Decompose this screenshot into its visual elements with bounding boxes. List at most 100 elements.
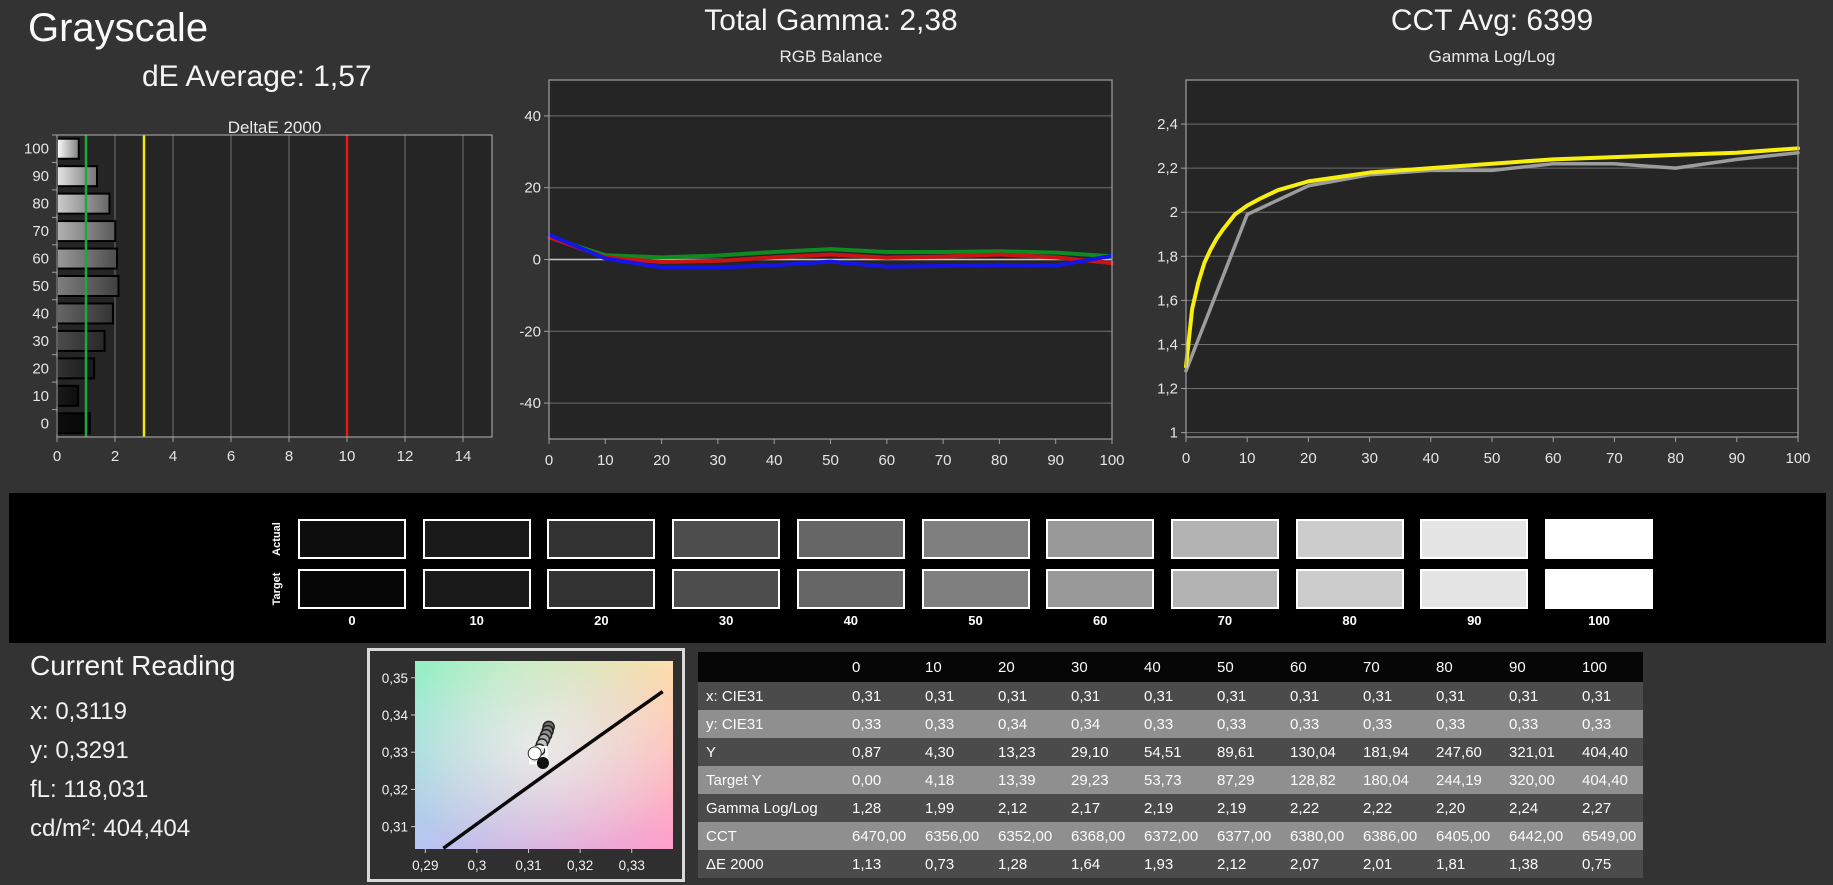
cie-y-tick-label-4: 0,31 <box>382 820 408 835</box>
table-cell: 6372,00 <box>1132 822 1205 850</box>
table-row: Target Y 0,00 4,18 13,39 29,23 53,73 87,29 128,… <box>698 766 1643 794</box>
swatch-actual-0 <box>298 519 406 559</box>
table-cell: 0,33 <box>1132 710 1205 738</box>
current-reading-title: Current Reading <box>30 650 236 681</box>
table-cell: 2,19 <box>1205 794 1278 822</box>
rgb-balance-line-chart: 40 20 0 -20 -40 0 10 20 30 40 50 60 70 80 90 100 <box>520 79 1125 469</box>
x-tick-label-100: 100 <box>1785 450 1810 467</box>
table-cell: 87,29 <box>1205 766 1278 794</box>
table-cell: 0,33 <box>913 710 986 738</box>
swatch-actual-20 <box>547 519 656 559</box>
table-cell: 54,51 <box>1132 738 1205 766</box>
y-tick-label-30: 30 <box>32 333 49 350</box>
table-cell: 6549,00 <box>1570 822 1643 850</box>
swatch-target-60 <box>1046 569 1155 609</box>
y-tick-label-20: 20 <box>524 180 541 197</box>
table-cell: 0,33 <box>1205 710 1278 738</box>
table-cell: 2,27 <box>1570 794 1643 822</box>
swatch-level-label-100: 100 <box>1588 613 1610 628</box>
x-tick-label-0: 0 <box>53 448 61 465</box>
swatch-level-label-50: 50 <box>968 613 983 628</box>
table-cell: 29,10 <box>1059 738 1132 766</box>
table-cell: 0,34 <box>1059 710 1132 738</box>
swatch-actual-100 <box>1545 519 1653 559</box>
table-row: Y 0,87 4,30 13,23 29,10 54,51 89,61 130,04 181,9… <box>698 738 1643 766</box>
bar-level-10 <box>56 384 80 407</box>
x-tick-label-70: 70 <box>935 452 952 469</box>
swatch-row-label-target: Target <box>271 572 283 606</box>
swatch-actual-40 <box>796 519 905 559</box>
y-tick-label-0: 0 <box>41 415 49 432</box>
table-cell: 2,22 <box>1278 794 1351 822</box>
swatch-target-10 <box>422 569 531 609</box>
swatch-level-label-30: 30 <box>718 613 734 628</box>
daylight-locus <box>442 690 664 850</box>
swatch-level-label-40: 40 <box>843 613 859 628</box>
cie-x-tick-label-3: 0,32 <box>567 858 593 873</box>
y-tick-label-100: 100 <box>24 141 49 158</box>
plot-background <box>1186 80 1798 437</box>
table-cell: 6356,00 <box>913 822 986 850</box>
table-cell: 6352,00 <box>986 822 1059 850</box>
swatch-target-40 <box>796 569 905 609</box>
current-point <box>527 746 542 761</box>
y-tick-label-1.6: 1,6 <box>1157 292 1178 309</box>
table-cell: 1,28 <box>986 850 1059 878</box>
y-tick-label-2.2: 2,2 <box>1157 160 1178 177</box>
x-tick-label-80: 80 <box>1667 450 1684 467</box>
bar-level-50 <box>56 275 120 297</box>
bar-level-20 <box>56 357 96 380</box>
y-tick-label-90: 90 <box>32 168 49 185</box>
x-tick-label-50: 50 <box>1484 450 1501 467</box>
swatch-level-label-70: 70 <box>1217 613 1233 628</box>
y-tick-label-40: 40 <box>32 305 49 322</box>
x-tick-label-60: 60 <box>1545 450 1562 467</box>
x-tick-label-12: 12 <box>397 448 414 465</box>
bar-level-90 <box>56 165 99 188</box>
table-cell: 181,94 <box>1351 738 1424 766</box>
table-cell: 0,33 <box>1424 710 1497 738</box>
series-green <box>547 235 1114 260</box>
y-tick-label-1.4: 1,4 <box>1157 336 1178 353</box>
table-cell: 0,31 <box>1497 682 1570 710</box>
row-label: x: CIE31 <box>698 682 840 710</box>
swatch-level-label-10: 10 <box>469 613 484 628</box>
x-tick-label-30: 30 <box>710 452 727 469</box>
x-tick-label-60: 60 <box>878 452 895 469</box>
table-cell: 6386,00 <box>1351 822 1424 850</box>
swatch-level-label-60: 60 <box>1092 613 1108 628</box>
swatch-target-30 <box>672 569 781 609</box>
table-corner-cell <box>698 652 840 682</box>
swatch-level-label-20: 20 <box>594 613 609 628</box>
column-header-100: 100 <box>1570 652 1643 682</box>
cie-diagram-panel: 0,35 0,34 0,33 0,32 0,31 0,29 0,3 0,31 0,32 0,33 <box>367 648 685 882</box>
table-cell: 321,01 <box>1497 738 1570 766</box>
column-header-70: 70 <box>1351 652 1424 682</box>
current-reading-fl: fL: 118,031 <box>30 776 149 803</box>
y-tick-label-70: 70 <box>32 223 49 240</box>
row-label: Y <box>698 738 840 766</box>
swatch-actual-10 <box>422 519 531 559</box>
rgb-balance-chart-title: RGB Balance <box>779 47 883 66</box>
swatch-actual-30 <box>672 519 781 559</box>
column-header-0: 0 <box>840 652 913 682</box>
black-point <box>536 757 549 770</box>
table-cell: 0,31 <box>1278 682 1351 710</box>
row-label: y: CIE31 <box>698 710 840 738</box>
x-tick-label-2: 2 <box>111 448 119 465</box>
table-cell: 13,39 <box>986 766 1059 794</box>
table-cell: 2,19 <box>1132 794 1205 822</box>
table-cell: 1,93 <box>1132 850 1205 878</box>
table-row: y: CIE31 0,33 0,33 0,34 0,34 0,33 0,33 0,33 0,33… <box>698 710 1643 738</box>
table-cell: 0,33 <box>1497 710 1570 738</box>
table-cell: 247,60 <box>1424 738 1497 766</box>
table-cell: 1,99 <box>913 794 986 822</box>
row-label: Target Y <box>698 766 840 794</box>
swatch-level-label-90: 90 <box>1467 613 1482 628</box>
table-cell: 0,31 <box>913 682 986 710</box>
column-header-20: 20 <box>986 652 1059 682</box>
y-tick-label-80: 80 <box>32 196 49 213</box>
swatch-target-20 <box>547 569 656 609</box>
x-tick-label-50: 50 <box>822 452 839 469</box>
grayscale-swatch-strip: Actual Target 0 10 20 30 40 50 60 70 80 90 100 <box>9 493 1826 643</box>
